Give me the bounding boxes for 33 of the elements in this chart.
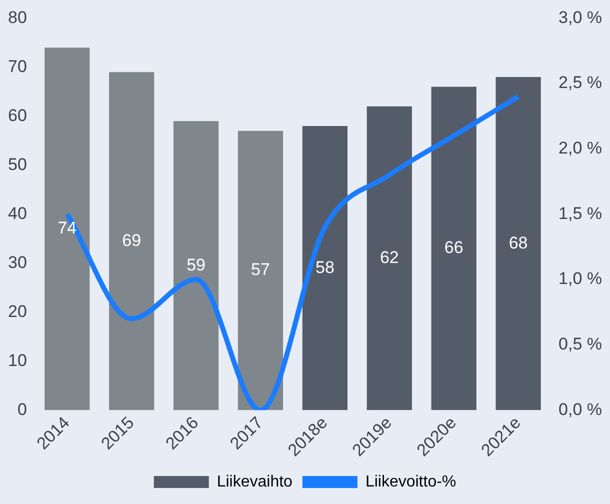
- y-tick-label: 60: [8, 106, 27, 125]
- y2-tick-label: 2,0 %: [558, 138, 602, 158]
- bar: [109, 72, 154, 410]
- data-label: 69: [122, 230, 142, 250]
- y-tick-label: 80: [8, 8, 27, 27]
- y2-tick-label: 1,0 %: [558, 269, 602, 288]
- y-tick-label: 70: [8, 56, 27, 76]
- bar: [238, 130, 284, 410]
- y2-tick-label: 0,5 %: [558, 334, 602, 354]
- y-tick-label: 20: [8, 302, 27, 321]
- bar: [366, 106, 412, 410]
- y-tick-label: 0: [17, 400, 27, 419]
- y-tick-label: 40: [8, 204, 27, 223]
- bar: [173, 121, 219, 410]
- legend-label: Liikevaihto: [216, 473, 293, 490]
- y-tick-label: 50: [8, 154, 27, 174]
- data-label: 58: [315, 258, 334, 277]
- data-label: 59: [186, 255, 206, 274]
- data-label: 57: [251, 260, 270, 280]
- y-tick-label: 10: [8, 350, 27, 370]
- bar: [302, 126, 348, 410]
- legend-label: Liikevoitto-%: [365, 473, 456, 490]
- bar: [44, 48, 90, 410]
- y-tick-label: 30: [8, 252, 27, 272]
- bar: [496, 76, 541, 410]
- data-label: 68: [508, 233, 528, 252]
- bar: [431, 86, 476, 410]
- data-label: 62: [380, 248, 399, 267]
- y2-tick-label: 0,0 %: [558, 400, 602, 419]
- y2-tick-label: 3,0 %: [558, 8, 602, 27]
- data-label: 66: [444, 238, 464, 258]
- y2-tick-label: 1,5 %: [558, 204, 602, 223]
- y2-tick-label: 2,5 %: [558, 73, 602, 92]
